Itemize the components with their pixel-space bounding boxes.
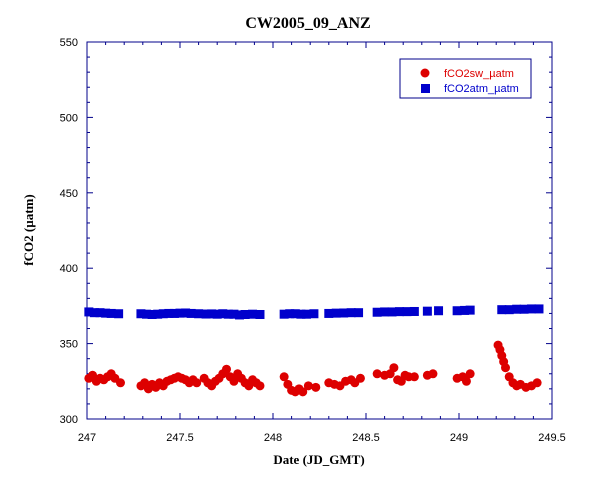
y-tick-label: 550: [60, 37, 78, 49]
y-axis: 300 350 400 450 500 550: [60, 37, 552, 426]
point-fco2atm: [296, 309, 306, 319]
point-fco2sw: [303, 381, 313, 391]
point-fco2sw: [222, 364, 231, 374]
y-tick-label: 500: [60, 112, 78, 124]
point-fco2atm: [534, 304, 544, 314]
point-fco2sw: [311, 382, 321, 392]
point-fco2atm: [387, 307, 397, 317]
point-fco2atm: [194, 309, 204, 319]
point-fco2sw: [461, 376, 471, 386]
point-fco2atm: [212, 309, 222, 319]
point-fco2atm: [331, 308, 341, 318]
y-axis-label: fCO2 (µatm): [21, 194, 36, 265]
point-fco2atm: [290, 309, 300, 319]
point-fco2atm: [354, 308, 364, 318]
x-axis: 247 247.5 248 248.5 249 249.5: [78, 42, 566, 444]
x-tick-label: 248: [264, 432, 282, 444]
point-fco2atm: [142, 309, 152, 319]
legend-label-fco2atm: fCO2atm_µatm: [444, 83, 519, 95]
data-points: [84, 304, 544, 397]
point-fco2sw: [372, 369, 382, 379]
point-fco2atm: [339, 308, 349, 318]
point-fco2atm: [207, 309, 217, 319]
point-fco2atm: [89, 308, 99, 318]
point-fco2atm: [402, 307, 412, 317]
point-fco2atm: [248, 309, 258, 319]
plot-frame: [86, 41, 553, 420]
point-fco2atm: [422, 306, 432, 316]
point-fco2atm: [527, 304, 537, 314]
point-fco2atm: [255, 309, 265, 319]
point-fco2atm: [285, 309, 295, 319]
point-fco2atm: [465, 305, 475, 315]
point-fco2atm: [186, 308, 196, 318]
point-fco2atm: [301, 309, 311, 319]
legend-marker-fco2sw: [420, 68, 430, 78]
point-fco2sw: [279, 372, 289, 382]
chart-title: CW2005_09_ANZ: [245, 15, 370, 32]
x-tick-label: 247: [78, 432, 96, 444]
point-fco2atm: [324, 308, 334, 318]
point-fco2atm: [147, 309, 157, 319]
point-fco2atm: [380, 307, 390, 317]
point-fco2sw: [501, 363, 510, 373]
point-fco2atm: [84, 307, 94, 317]
point-fco2atm: [101, 308, 111, 318]
point-fco2atm: [95, 308, 105, 318]
point-fco2sw: [229, 376, 239, 386]
point-fco2atm: [169, 308, 179, 318]
x-axis-label: Date (JD_GMT): [273, 452, 364, 467]
point-fco2atm: [240, 309, 250, 319]
point-fco2atm: [218, 309, 228, 319]
y-tick-label: 300: [60, 414, 78, 426]
x-tick-label: 249.5: [538, 432, 566, 444]
point-fco2atm: [504, 305, 514, 315]
point-fco2atm: [106, 308, 116, 318]
point-fco2atm: [136, 309, 146, 319]
point-fco2sw: [532, 378, 542, 388]
point-fco2sw: [355, 373, 365, 383]
point-fco2atm: [164, 308, 174, 318]
legend: fCO2sw_µatm fCO2atm_µatm: [399, 58, 532, 99]
point-fco2sw: [298, 387, 308, 397]
x-tick-label: 248.5: [352, 432, 380, 444]
point-fco2atm: [346, 308, 356, 318]
point-fco2atm: [223, 309, 233, 319]
point-fco2sw: [255, 381, 265, 391]
point-fco2atm: [309, 309, 319, 319]
y-tick-label: 350: [60, 339, 78, 351]
point-fco2atm: [512, 304, 522, 314]
point-fco2sw: [465, 369, 475, 379]
point-fco2sw: [192, 378, 202, 388]
point-fco2sw: [409, 372, 419, 382]
point-fco2atm: [409, 306, 419, 316]
point-fco2atm: [460, 305, 470, 315]
y-tick-label: 400: [60, 263, 78, 275]
point-fco2sw: [115, 378, 125, 388]
point-fco2atm: [175, 308, 185, 318]
point-fco2atm: [519, 304, 529, 314]
y-tick-label: 450: [60, 188, 78, 200]
point-fco2atm: [452, 306, 462, 316]
point-fco2atm: [497, 305, 507, 315]
point-fco2atm: [229, 309, 239, 319]
point-fco2atm: [279, 309, 289, 319]
point-fco2atm: [372, 307, 382, 317]
point-fco2atm: [181, 308, 191, 318]
point-fco2atm: [153, 309, 163, 319]
point-fco2atm: [114, 309, 124, 319]
x-tick-label: 249: [450, 432, 468, 444]
point-fco2sw: [389, 363, 399, 373]
point-fco2atm: [394, 307, 404, 317]
legend-marker-fco2atm: [421, 84, 430, 93]
point-fco2atm: [201, 309, 211, 319]
point-fco2atm: [158, 309, 168, 319]
point-fco2atm: [434, 306, 444, 316]
x-tick-label: 247.5: [166, 432, 194, 444]
point-fco2sw: [428, 369, 438, 379]
legend-label-fco2sw: fCO2sw_µatm: [444, 68, 514, 80]
point-fco2atm: [235, 310, 245, 320]
